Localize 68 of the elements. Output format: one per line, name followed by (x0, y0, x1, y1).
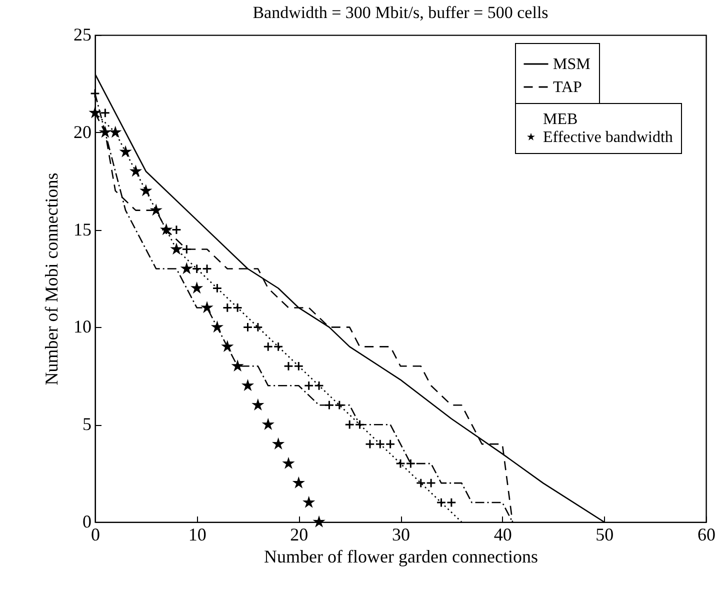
x-tick-label: 50 (596, 524, 614, 544)
point (284, 361, 294, 372)
point (222, 302, 232, 313)
point (314, 380, 324, 391)
point (172, 224, 182, 235)
point (406, 458, 416, 468)
point (90, 88, 100, 98)
point (253, 400, 263, 410)
x-axis-title: Number of flower garden connections (264, 546, 538, 566)
point (294, 361, 304, 372)
point (242, 322, 253, 332)
point (120, 146, 130, 156)
x-tick-label: 20 (290, 524, 308, 544)
legend-label: Effective bandwidth (543, 129, 673, 146)
point (396, 458, 406, 468)
point (426, 478, 436, 488)
point (141, 186, 151, 195)
y-tick-label: 15 (74, 219, 92, 240)
point (100, 127, 110, 137)
y-tick-label: 0 (82, 512, 92, 532)
point (182, 244, 192, 254)
y-axis-title: Number of Mobi connections (42, 172, 62, 386)
point (222, 342, 232, 351)
point (202, 302, 212, 312)
y-tick-label: 5 (82, 414, 92, 434)
legend-label: MSM (553, 56, 590, 73)
point (151, 205, 161, 214)
x-tick-label: 30 (392, 524, 410, 544)
y-tick-label: 10 (74, 316, 92, 337)
y-tick-label: 25 (74, 24, 92, 44)
point (385, 439, 396, 450)
point (334, 400, 344, 410)
point (263, 342, 274, 352)
point (273, 342, 284, 352)
point (436, 498, 446, 508)
point (202, 264, 212, 274)
point (110, 127, 120, 137)
y-tick-label: 20 (74, 122, 92, 142)
chart-title: Bandwidth = 300 Mbit/s, buffer = 500 cells (252, 3, 548, 22)
point (324, 400, 334, 410)
point (416, 478, 426, 488)
point (446, 498, 456, 508)
x-tick-label: 40 (494, 524, 512, 544)
point (274, 439, 284, 448)
point (304, 498, 314, 507)
point (263, 420, 273, 429)
point (294, 478, 304, 488)
point (344, 420, 355, 430)
point (172, 244, 182, 254)
point (212, 322, 222, 332)
point (192, 283, 202, 292)
legend-label: TAP (553, 79, 582, 96)
point (100, 108, 110, 118)
point (253, 322, 263, 332)
point (354, 420, 365, 430)
point (182, 264, 192, 273)
point (375, 439, 386, 450)
point (365, 439, 375, 450)
point (232, 361, 242, 370)
text: MEB (543, 111, 578, 128)
point (304, 380, 314, 391)
point (232, 302, 242, 313)
point (90, 108, 100, 118)
x-tick-label: 60 (698, 524, 716, 544)
x-tick-label: 10 (188, 524, 206, 544)
point (284, 458, 294, 468)
point (212, 283, 222, 294)
point (192, 264, 202, 274)
